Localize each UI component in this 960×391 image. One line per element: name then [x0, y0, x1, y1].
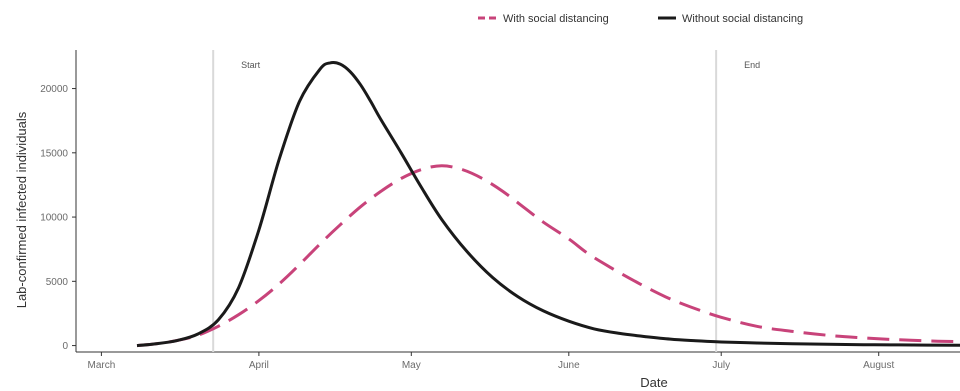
- legend: With social distancing Without social di…: [478, 13, 803, 25]
- legend-label-with: With social distancing: [503, 13, 609, 25]
- x-tick-label: March: [88, 360, 116, 371]
- y-tick-label: 20000: [40, 84, 68, 95]
- x-tick-label: April: [249, 360, 269, 371]
- x-tick-label: June: [558, 360, 580, 371]
- x-axis-title: Date: [640, 375, 667, 390]
- annotation-label: End: [744, 60, 760, 70]
- x-tick-label: July: [712, 360, 730, 371]
- x-ticks: March April May June July August: [88, 352, 894, 371]
- legend-label-without: Without social distancing: [682, 13, 803, 25]
- annotation-lines: Start End: [212, 50, 760, 352]
- y-axis-title: Lab-confirmed infected individuals: [14, 111, 29, 308]
- y-tick-label: 10000: [40, 213, 68, 224]
- plot-area: [136, 60, 960, 348]
- y-tick-label: 5000: [46, 277, 69, 288]
- series-line-without-distancing: [136, 60, 960, 348]
- annotation-label: Start: [241, 60, 261, 70]
- y-tick-label: 0: [62, 341, 68, 352]
- series-line-with-distancing: [136, 164, 960, 348]
- y-tick-label: 15000: [40, 148, 68, 159]
- y-ticks: 0 5000 10000 15000 20000: [40, 84, 76, 352]
- x-tick-label: May: [402, 360, 421, 371]
- x-tick-label: August: [863, 360, 894, 371]
